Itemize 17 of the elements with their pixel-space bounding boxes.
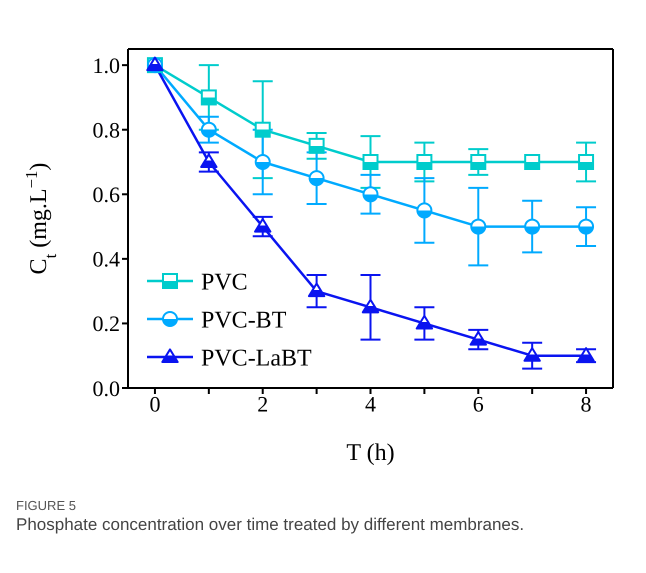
y-tick-label: 0.4: [92, 246, 120, 272]
y-tick-label: 0.6: [92, 182, 120, 208]
legend-label: PVC: [201, 269, 248, 296]
x-tick-label: 0: [149, 392, 160, 417]
y-tick-label: 1.0: [92, 52, 120, 78]
y-tick-label: 0.2: [92, 311, 120, 336]
y-tick-label: 0.8: [92, 118, 120, 143]
caption: FIGURE 5: [16, 498, 77, 513]
legend-label: PVC-LaBT: [201, 345, 312, 372]
y-tick-label: 0.0: [92, 376, 120, 401]
x-tick-label: 8: [580, 392, 592, 417]
legend-label: PVC-BT: [201, 307, 287, 334]
x-tick-label: 2: [257, 392, 268, 417]
x-axis-title: T (h): [346, 440, 395, 466]
x-tick-label: 4: [365, 392, 376, 417]
text: Phosphate concentration over time treated by different membranes.: [16, 515, 526, 535]
x-tick-label: 6: [472, 392, 484, 417]
